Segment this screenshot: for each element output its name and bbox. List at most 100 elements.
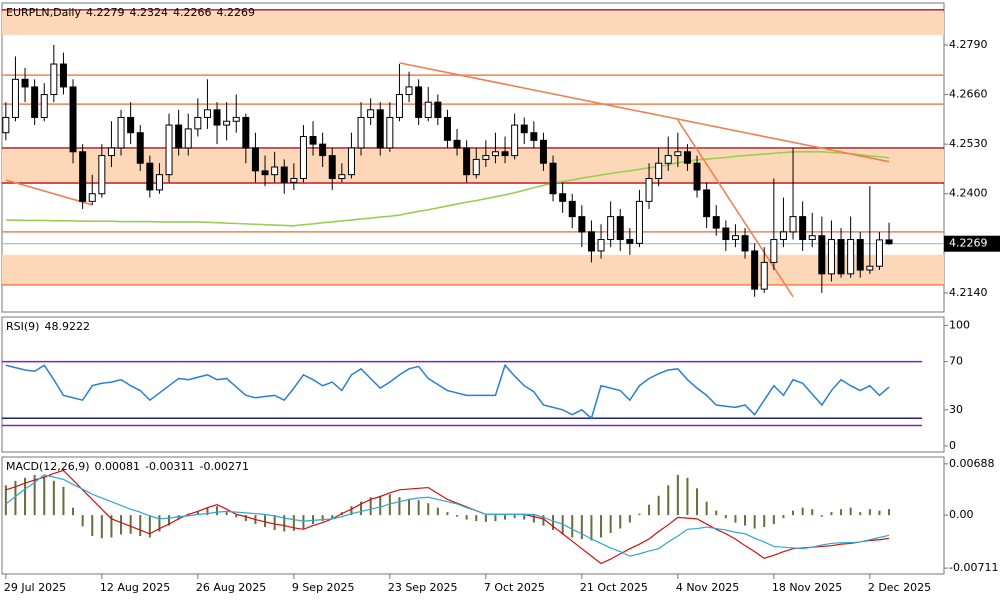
candle-body	[453, 139, 461, 149]
macd-histogram-bar	[292, 515, 295, 531]
macd-histogram-bar	[369, 497, 372, 516]
macd-histogram-bar	[225, 511, 228, 516]
candle-body	[770, 239, 778, 263]
header-value: 0.00081	[95, 460, 141, 473]
candle-body	[2, 116, 10, 134]
macd-histogram-bar	[273, 515, 276, 531]
macd-histogram-bar	[216, 506, 219, 516]
candle-body	[885, 239, 893, 245]
macd-histogram-bar	[753, 515, 756, 529]
macd-histogram-bar	[676, 474, 679, 516]
candle-body	[309, 136, 317, 145]
macd-histogram-bar	[398, 497, 401, 516]
macd-histogram-bar	[139, 515, 142, 536]
candle-body	[79, 151, 87, 202]
candle-body	[232, 116, 240, 122]
candle-body	[664, 155, 672, 164]
macd-histogram-bar	[408, 498, 411, 516]
candle-body	[741, 235, 749, 252]
macd-histogram-bar	[868, 509, 871, 516]
candle-body	[59, 63, 67, 88]
candle-body	[578, 216, 586, 233]
macd-histogram-bar	[196, 510, 199, 516]
macd-histogram-bar	[590, 515, 593, 541]
macd-histogram-bar	[859, 512, 862, 516]
candle-body	[367, 109, 375, 118]
trendline	[399, 62, 890, 163]
header-value: 4.2279	[86, 6, 125, 19]
candle-body	[299, 136, 307, 179]
macd-histogram-bar	[52, 480, 55, 516]
macd-histogram-bar	[600, 515, 603, 538]
panel-plot	[2, 360, 922, 427]
candle-body	[712, 216, 720, 229]
macd-histogram-bar	[446, 512, 449, 516]
candle-body	[424, 101, 432, 118]
macd-histogram-bar	[504, 515, 507, 520]
macd-histogram-bar	[379, 495, 382, 516]
candle-body	[539, 139, 547, 164]
y-tick-label: 4.2790	[949, 38, 988, 51]
candle-body	[357, 116, 365, 149]
last-price-box	[944, 235, 1000, 252]
y-tick-label: 30	[949, 403, 963, 416]
macd-histogram-bar	[657, 495, 660, 516]
candle-body	[386, 116, 394, 149]
candle-body	[184, 128, 192, 149]
candle-body	[261, 170, 269, 176]
macd-histogram-bar	[552, 515, 555, 531]
macd-histogram-bar	[878, 510, 881, 516]
candle-body	[463, 147, 471, 176]
macd-histogram-bar	[648, 504, 651, 516]
macd-histogram-bar	[264, 515, 267, 528]
header-value: 4.2266	[173, 6, 212, 19]
candle-body	[290, 177, 298, 183]
macd-histogram-bar	[110, 515, 113, 538]
macd-histogram-bar	[206, 507, 209, 516]
candle-body	[703, 189, 711, 218]
rsi-line	[5, 363, 890, 420]
macd-histogram-bar	[667, 485, 670, 516]
y-tick-label: 4.2140	[949, 286, 988, 299]
macd-histogram-bar	[168, 515, 171, 526]
candle-body	[69, 86, 77, 153]
header-value: 48.9222	[44, 320, 90, 333]
candle-body	[338, 174, 346, 179]
x-tick-label: 26 Aug 2025	[196, 581, 266, 594]
x-tick-label: 29 Jul 2025	[4, 581, 66, 594]
macd-histogram-bar	[523, 515, 526, 520]
macd-histogram-bar	[628, 515, 631, 523]
macd-histogram-bar	[283, 515, 286, 532]
macd-histogram-bar	[840, 509, 843, 516]
candle-body	[616, 216, 624, 241]
macd-histogram-bar	[456, 515, 459, 517]
macd-histogram-bar	[513, 515, 516, 519]
candle-body	[827, 239, 835, 275]
macd-histogram-bar	[72, 507, 75, 516]
candle-body	[645, 177, 653, 202]
candle-body	[674, 151, 682, 157]
candle-body	[21, 78, 29, 88]
y-tick-label: 0.00	[949, 508, 974, 521]
candle-body	[549, 162, 557, 195]
candle-body	[568, 200, 576, 218]
candle-body	[155, 174, 163, 191]
macd-histogram-bar	[792, 510, 795, 516]
candle-body	[395, 94, 403, 118]
candle-body	[175, 124, 183, 149]
macd-histogram-bar	[427, 503, 430, 516]
candle-body	[837, 239, 845, 275]
candle-body	[213, 109, 221, 126]
macd-histogram-bar	[24, 477, 27, 516]
candle-body	[866, 265, 874, 271]
candle-body	[751, 250, 759, 290]
macd-histogram-bar	[888, 509, 891, 516]
macd-histogram-bar	[158, 515, 161, 532]
macd-histogram-bar	[580, 515, 583, 539]
macd-histogram-bar	[244, 515, 247, 522]
macd-histogram-bar	[129, 515, 132, 534]
last-price-label: 4.2269	[949, 237, 988, 250]
macd-histogram-bar	[532, 515, 535, 523]
candle-body	[347, 147, 355, 176]
